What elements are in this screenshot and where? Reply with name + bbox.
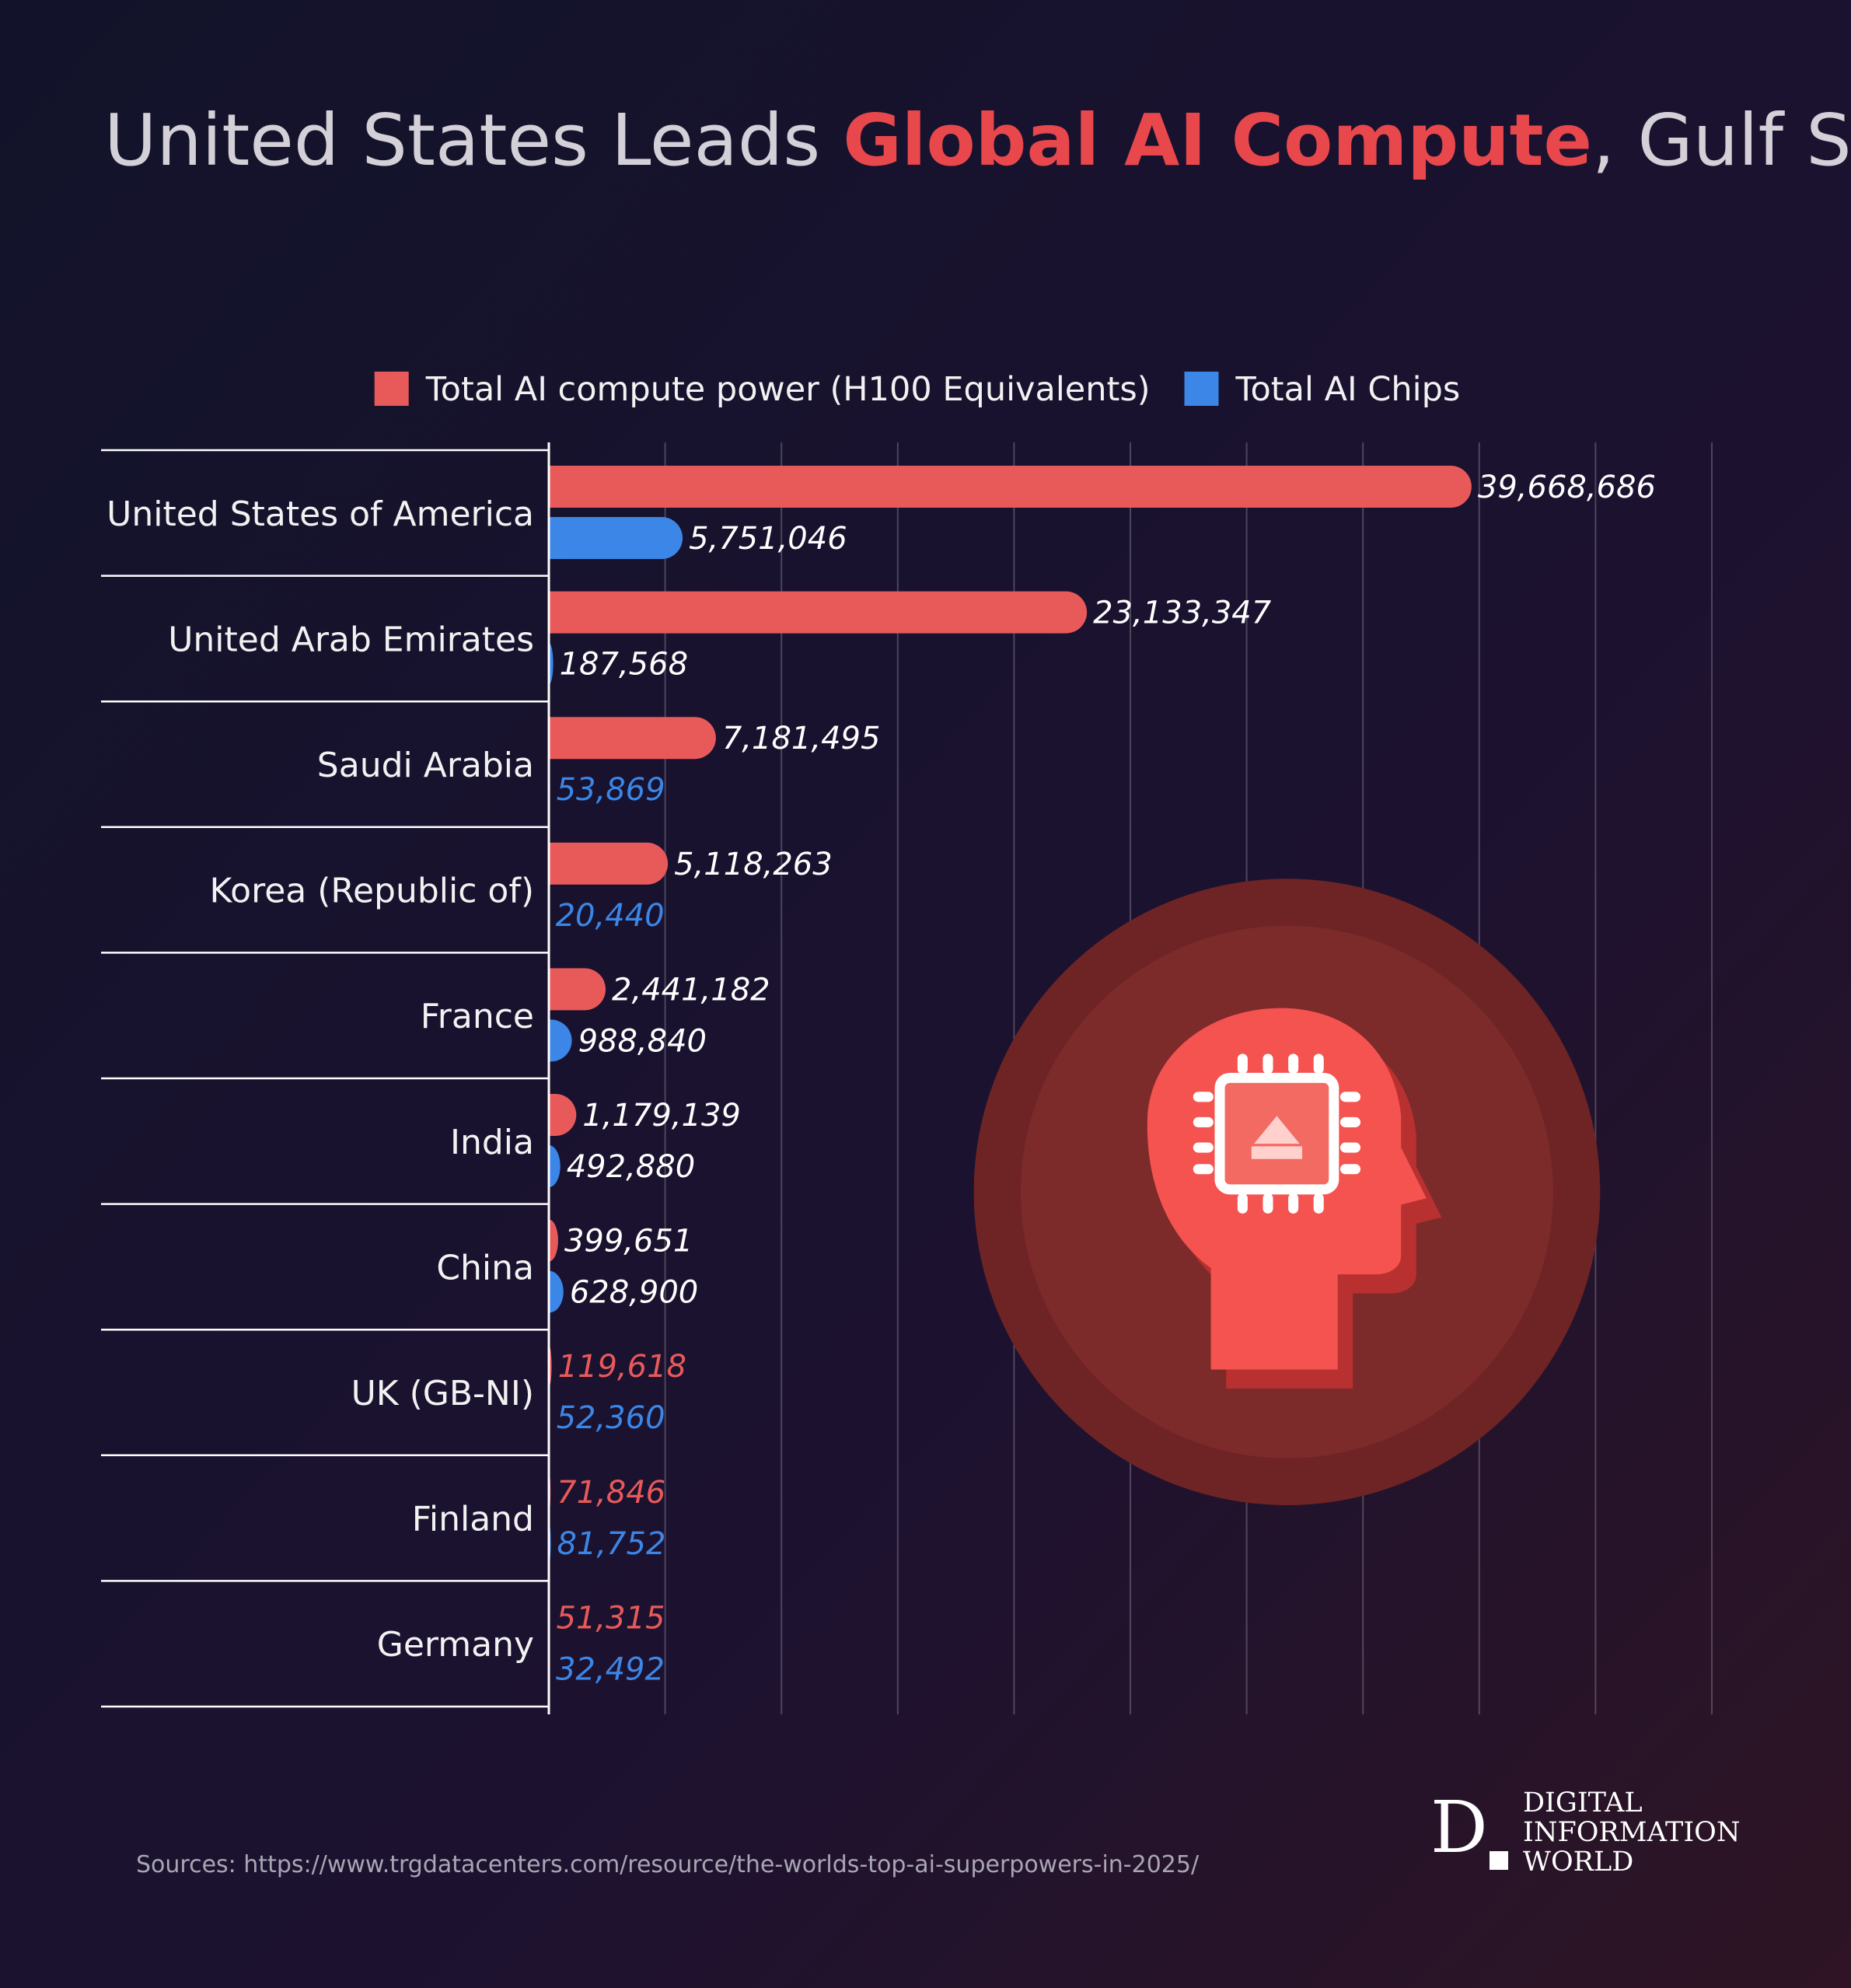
- title-part: , Gulf States and Asia Show Contrasting …: [1592, 99, 1851, 182]
- bar: [549, 842, 669, 885]
- bar: [549, 591, 1088, 634]
- bar: [549, 1019, 572, 1062]
- bar: [549, 1219, 558, 1262]
- value-label: 39,668,686: [1478, 470, 1656, 505]
- value-label: 7,181,495: [722, 721, 881, 756]
- value-label: 988,840: [578, 1023, 707, 1059]
- bar: [549, 1270, 564, 1313]
- legend-label: Total AI Chips: [1235, 370, 1461, 409]
- logo-text: WORLD: [1523, 1846, 1633, 1878]
- value-label: 51,315: [557, 1600, 665, 1636]
- category-label: Saudi Arabia: [317, 746, 534, 785]
- logo-mark: D: [1430, 1786, 1488, 1869]
- value-label: 20,440: [556, 898, 665, 934]
- decorative-icon: [973, 879, 1601, 1505]
- legend-swatch: [374, 372, 409, 406]
- category-label: UK (GB-NI): [351, 1374, 534, 1413]
- category-label: United States of America: [107, 494, 534, 534]
- category-label: Germany: [377, 1625, 534, 1665]
- bar: [549, 717, 716, 760]
- bar: [549, 1094, 577, 1136]
- value-label: 187,568: [560, 647, 688, 683]
- value-label: 53,869: [557, 772, 665, 808]
- bar: [549, 1145, 561, 1187]
- value-label: 71,846: [557, 1475, 665, 1511]
- title-part: United States Leads: [104, 99, 843, 182]
- bar: [549, 466, 1472, 508]
- logo-text: INFORMATION: [1523, 1817, 1740, 1848]
- source-note: Sources: https://www.trgdatacenters.com/…: [136, 1851, 1200, 1878]
- value-label: 52,360: [557, 1400, 665, 1436]
- legend-label: Total AI compute power (H100 Equivalents…: [425, 370, 1151, 409]
- value-label: 32,492: [556, 1651, 665, 1687]
- category-label: Korea (Republic of): [209, 872, 534, 911]
- value-label: 5,751,046: [689, 521, 847, 557]
- bar: [549, 517, 683, 559]
- value-label: 119,618: [558, 1349, 686, 1385]
- category-label: China: [436, 1248, 534, 1287]
- legend-swatch: [1184, 372, 1219, 406]
- category-label: Finland: [412, 1500, 534, 1539]
- value-label: 399,651: [564, 1224, 693, 1260]
- logo-text: DIGITAL: [1523, 1787, 1643, 1819]
- value-label: 2,441,182: [612, 972, 770, 1008]
- value-label: 1,179,139: [582, 1098, 741, 1134]
- chart-title: United States Leads Global AI Compute, G…: [104, 99, 1851, 182]
- logo-square: [1490, 1851, 1508, 1870]
- value-label: 23,133,347: [1093, 596, 1272, 631]
- value-label: 81,752: [557, 1526, 665, 1562]
- category-label: France: [421, 997, 534, 1036]
- value-label: 492,880: [567, 1149, 695, 1185]
- category-label: United Arab Emirates: [168, 620, 534, 659]
- value-label: 628,900: [570, 1275, 698, 1311]
- title-highlight: Global AI Compute: [843, 99, 1592, 182]
- category-label: India: [450, 1123, 534, 1162]
- value-label: 5,118,263: [674, 847, 833, 882]
- bar: [549, 968, 606, 1011]
